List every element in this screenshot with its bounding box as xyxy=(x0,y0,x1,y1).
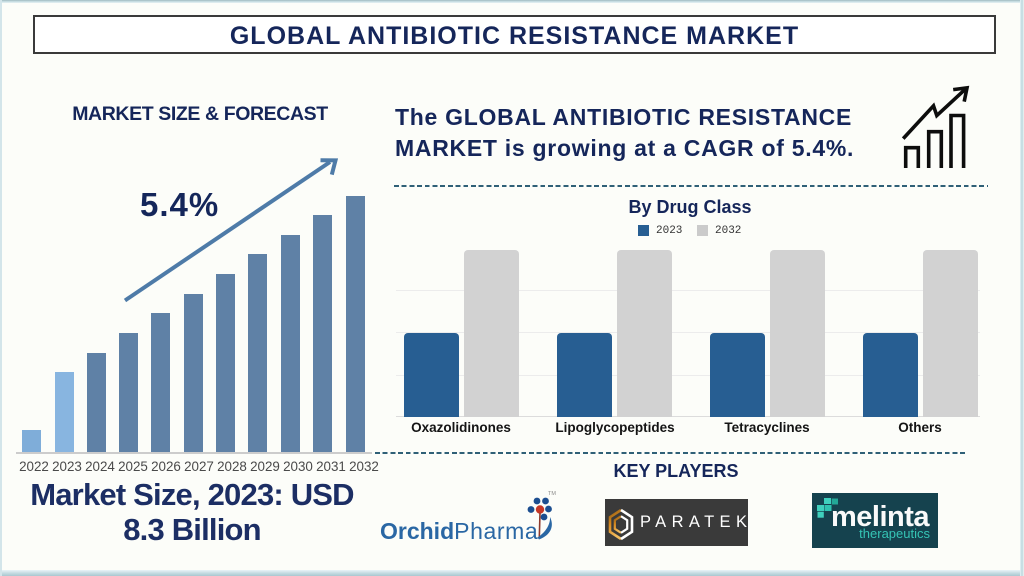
svg-text:TM: TM xyxy=(548,491,556,497)
